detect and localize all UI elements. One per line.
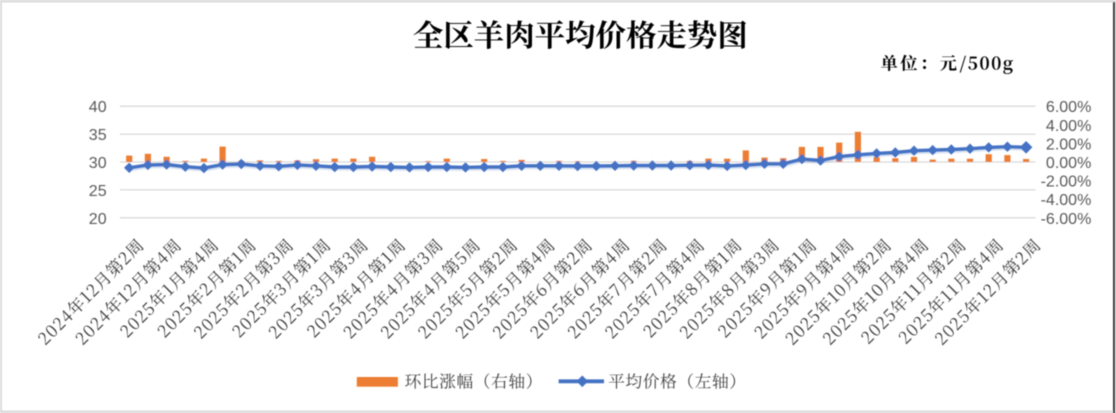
svg-text:6.00%: 6.00%	[1046, 99, 1091, 116]
svg-text:4.00%: 4.00%	[1046, 118, 1091, 135]
svg-text:-4.00%: -4.00%	[1041, 192, 1092, 209]
svg-text:0.00%: 0.00%	[1046, 155, 1091, 172]
svg-text:25: 25	[89, 183, 107, 200]
svg-text:35: 35	[89, 127, 107, 144]
svg-text:2.00%: 2.00%	[1046, 136, 1091, 153]
svg-text:-6.00%: -6.00%	[1041, 211, 1092, 228]
svg-text:40: 40	[89, 99, 107, 116]
svg-text:-2.00%: -2.00%	[1041, 174, 1092, 191]
svg-text:30: 30	[89, 155, 107, 172]
svg-text:20: 20	[89, 211, 107, 228]
